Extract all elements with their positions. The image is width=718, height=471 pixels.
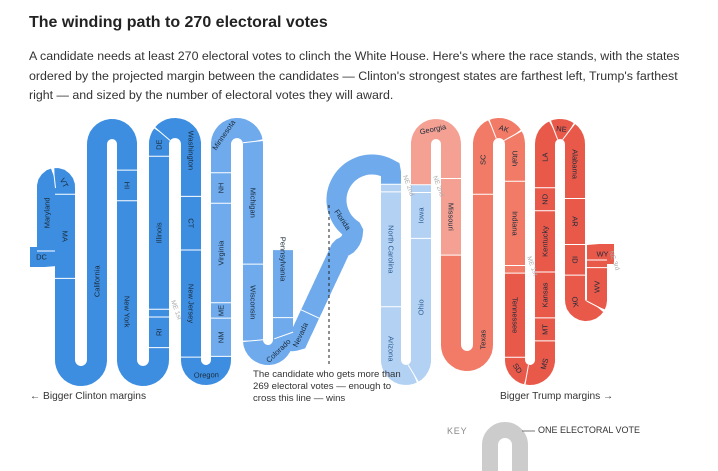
state-label: Kansas: [541, 282, 550, 307]
segment-divider: [274, 331, 294, 340]
state-label: Missouri: [447, 203, 456, 231]
state-segment-georgia: [411, 119, 461, 185]
state-label: LA: [541, 153, 550, 162]
state-label: ME: [217, 305, 226, 316]
state-label: Michigan: [249, 188, 258, 218]
state-segment-florida: [301, 154, 401, 319]
state-segment-dc: [30, 246, 57, 267]
threshold-note: The candidate who gets more than 269 ele…: [253, 369, 401, 404]
state-segment-alabama: [562, 124, 585, 199]
state-label: Maryland: [43, 197, 52, 228]
state-label: DE: [155, 139, 164, 149]
state-label: Alabama: [571, 149, 580, 179]
state-segment-wv: [586, 267, 607, 310]
state-segment-oregon: [181, 356, 231, 386]
state-label: WV: [593, 281, 602, 293]
state-label: Kentucky: [541, 226, 550, 257]
state-label: Oregon: [194, 370, 219, 380]
segment-divider: [154, 127, 171, 141]
segment-divider: [550, 120, 559, 140]
state-label: Tennessee: [511, 297, 520, 333]
state-label: MA: [61, 231, 70, 242]
state-label: SC: [479, 154, 488, 165]
state-label: DC: [36, 253, 47, 262]
state-segment-washington: [155, 117, 201, 197]
state-label: RI: [155, 329, 164, 337]
state-label: AK: [498, 123, 510, 135]
segment-divider: [300, 309, 320, 319]
state-label: North Carolina: [387, 225, 396, 274]
state-label: Texas: [479, 330, 488, 350]
state-segment-ne: [550, 118, 574, 141]
state-label: Iowa: [417, 207, 426, 224]
state-label: Indiana: [511, 211, 520, 236]
state-label: Washington: [187, 131, 196, 170]
state-label: New Jersey: [187, 284, 196, 323]
trump-margin-label: Bigger Trump margins →: [500, 391, 614, 402]
segment-divider: [488, 119, 497, 139]
state-segment-la: [535, 121, 559, 188]
state-segment-sc: [473, 120, 498, 195]
state-label: California: [93, 265, 102, 298]
state-segment-ohio: [407, 238, 431, 382]
state-label: New York: [123, 296, 132, 328]
state-segment-ms: [525, 340, 555, 386]
state-segment-de: [149, 128, 171, 157]
state-label: CT: [187, 218, 196, 228]
state-label: AR: [571, 216, 580, 227]
state-label: Utah: [511, 150, 520, 166]
state-label: ID: [571, 256, 580, 264]
tick-label: ME 1st: [169, 299, 183, 321]
segment-divider: [562, 123, 576, 141]
snake-path: [30, 117, 614, 387]
state-segment-ak: [489, 117, 521, 142]
state-segment-pennsylvania: [273, 250, 294, 338]
chart-description: A candidate needs at least 270 electoral…: [29, 49, 680, 102]
clinton-margin-label: ← Bigger Clinton margins: [30, 391, 147, 402]
state-segment-utah: [503, 131, 525, 182]
state-label: OK: [570, 296, 581, 308]
state-label: MS: [539, 357, 551, 370]
state-segment-nevada: [274, 309, 320, 352]
state-segment-vt: [54, 168, 75, 195]
state-label: Illinois: [155, 222, 164, 243]
state-segment-new-york: [117, 200, 169, 387]
state-label: WY: [596, 250, 608, 259]
state-label: Virginia: [217, 240, 226, 266]
state-label: MT: [541, 324, 550, 335]
state-segment-texas: [441, 194, 493, 372]
state-segment-ok: [565, 275, 604, 322]
state-segment-sd: [505, 357, 530, 385]
state-label: HI: [123, 182, 132, 190]
key-item-label: ONE ELECTORAL VOTE: [538, 425, 641, 435]
segment-divider: [586, 300, 605, 311]
state-label: NE: [556, 124, 567, 134]
state-label: ND: [541, 193, 550, 204]
key-label: KEY: [447, 426, 468, 436]
state-segment-minnesota: [211, 117, 263, 173]
state-label: NH: [217, 183, 226, 194]
state-label: Arizona: [387, 336, 396, 362]
state-label: Wisconsin: [249, 285, 258, 319]
key-arc-shape: [482, 422, 528, 471]
state-label: NM: [217, 331, 226, 343]
segment-divider: [52, 168, 56, 189]
state-label: Ohio: [417, 299, 426, 315]
state-label: Pennsylvania: [279, 237, 288, 282]
state-segment-maryland: [37, 168, 58, 251]
state-segment-wy: [587, 244, 614, 265]
state-segment-arizona: [381, 306, 417, 385]
key-icon: [482, 422, 535, 471]
segment-divider: [524, 364, 529, 385]
state-label: VT: [58, 177, 71, 190]
segment-divider: [242, 339, 264, 342]
segment-divider: [407, 364, 419, 383]
state-segment-california: [55, 118, 137, 387]
segment-divider: [503, 130, 522, 142]
chart-title: The winding path to 270 electoral votes: [29, 14, 328, 31]
segment-divider: [242, 140, 263, 144]
